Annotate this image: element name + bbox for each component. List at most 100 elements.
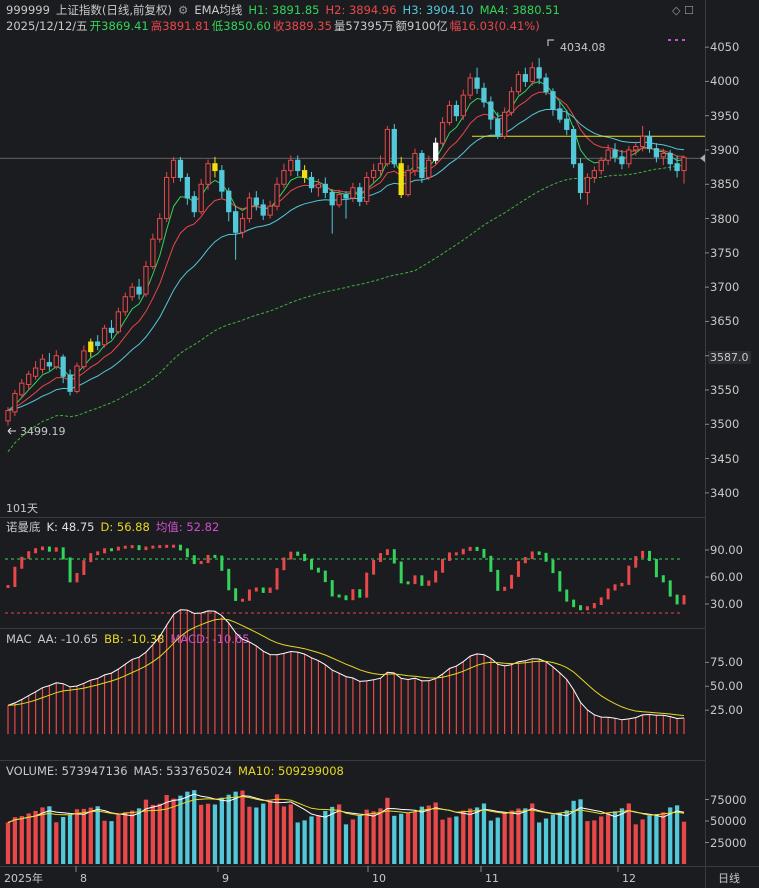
candle-body [281,170,287,185]
volume-bar [647,815,652,864]
kd-bar [165,544,169,548]
candle-body [122,296,128,313]
kd-name[interactable]: 诺曼底 [6,520,41,534]
volume-bar [640,819,645,864]
kd-bar [392,549,396,564]
kd-bar [254,587,258,592]
volume-bar [654,813,659,864]
signal-dot [675,39,678,41]
volume-bar [378,808,383,864]
candle-body [5,410,11,422]
high-marker: 4034.08 [560,41,606,54]
kd-bar [516,561,520,577]
kd-bar [261,587,265,593]
candle-body [474,77,480,89]
ema-label[interactable]: EMA均线 [194,3,243,17]
kd-bar [565,589,569,602]
symbol-name[interactable]: 上证指数(日线,前复权) [55,3,173,17]
kd-bar [585,606,589,611]
volume-tick: 75000 [710,792,747,807]
candle-body [81,350,87,368]
pane-divider-4 [0,866,759,867]
volume-bar [316,815,321,864]
kd-bar [372,559,376,575]
candle-body [639,135,646,148]
candle-body [522,74,528,82]
volume-bar [40,807,45,864]
macd-tick: 75.00 [710,655,743,670]
bar-open: 开3869.41 [89,19,149,33]
kd-bar [558,571,562,592]
volume-bar [495,817,500,864]
volume-bar [171,798,176,864]
volume-bar [516,808,521,864]
volume-bar [143,799,149,864]
candle-body [502,111,508,137]
kd-tick: 30.00 [710,597,743,611]
volume-bar [67,814,73,864]
kd-bar [310,559,314,570]
candle-body [108,327,115,333]
candle-body [446,104,453,124]
candle-body [74,365,80,392]
kd-bar [61,547,65,560]
main-header-row2: 2025/12/12/五 开3869.41 高3891.81 低3850.60 收388… [6,19,546,33]
settings-icon[interactable]: ⚙ [178,3,189,17]
volume-bar [74,809,80,864]
ema-h2-line [7,91,685,412]
volume-bar [5,822,11,864]
kd-bar [620,582,624,587]
volume-bar [302,820,307,864]
volume-bar [309,816,314,864]
kd-bar [130,545,134,549]
volume-bar [330,806,335,864]
candle-body [536,67,542,79]
kd-bar [185,548,189,558]
volume-bar [502,812,507,864]
macd-header: MAC AA: -10.65 BB: -10.38 MACD: -10.65 [6,632,256,646]
volume-bar [633,824,638,864]
kd-bar [151,545,155,549]
volume-bar [185,791,190,864]
candle-body [115,311,122,333]
candle-body [336,194,342,206]
kd-bar [530,551,534,560]
bar-date: 2025/12/12/五 [6,19,88,33]
kd-bar [599,597,603,606]
volume-bar [19,816,24,864]
kd-bar [199,561,203,565]
kd-bar [116,546,120,551]
candle-body [205,163,211,185]
kd-bar [54,547,58,552]
window-controls[interactable]: ◇ ☐ [672,4,694,17]
volume-bar [109,821,114,864]
volume-bar [323,810,328,864]
candle-body [219,170,225,192]
candle-body [157,218,163,240]
price-tick: 3750 [710,245,740,260]
high-marker-arrow [547,39,554,46]
candle-body [143,266,149,295]
price-pointer-icon [700,154,705,163]
ma4-line [7,164,685,453]
candle-body [53,355,59,368]
candle-body [543,77,549,93]
x-axis-label: 10 [372,872,386,885]
kd-bar [47,546,51,552]
kd-bar [40,546,44,551]
candle-body [267,205,273,216]
kd-bar [406,581,410,585]
volume-name[interactable]: VOLUME: 573947136 [6,764,128,778]
candle-body [232,211,239,233]
macd-name[interactable]: MAC [6,632,32,646]
candle-body [384,128,391,165]
kd-bar [399,561,403,584]
candle-body [674,163,680,172]
candle-body [164,176,170,220]
candle-body [626,149,632,165]
candle-body [570,128,577,165]
volume-bar [274,794,280,864]
volume-bar [26,813,31,864]
